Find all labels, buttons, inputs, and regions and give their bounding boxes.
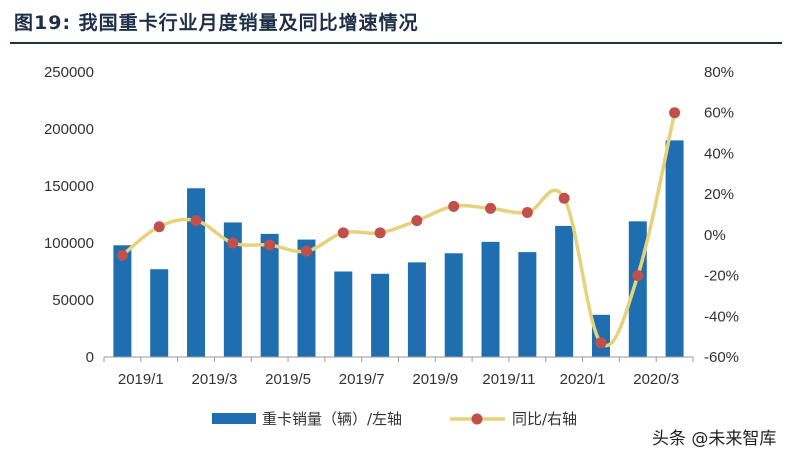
left-tick-label: 250000 (44, 64, 94, 81)
yoy-markers (116, 107, 681, 349)
bar (334, 271, 353, 357)
legend-line-label: 同比/右轴 (512, 410, 577, 428)
yoy-point (227, 237, 239, 249)
bar (187, 188, 206, 357)
yoy-point (153, 221, 165, 233)
bar (260, 233, 279, 357)
bar (591, 314, 610, 357)
right-tick-label: -40% (704, 308, 739, 325)
right-tick-label: 80% (704, 64, 734, 81)
yoy-point (300, 245, 312, 257)
bar (150, 269, 169, 357)
left-tick-label: 50000 (52, 292, 94, 309)
left-tick-label: 0 (86, 349, 94, 366)
left-tick-label: 200000 (44, 121, 94, 138)
left-axis-ticks: 0 50000 100000 150000 200000 250000 (44, 64, 94, 366)
x-tick-label: 2019/3 (191, 371, 237, 388)
bar (444, 253, 463, 357)
right-tick-label: -60% (704, 349, 739, 366)
right-tick-label: 20% (704, 186, 734, 203)
legend-marker-swatch (471, 413, 483, 425)
right-tick-label: 60% (704, 105, 734, 122)
yoy-point (411, 215, 423, 227)
watermark: 头条 @未来智库 (652, 429, 777, 449)
legend-bar-swatch (212, 413, 256, 424)
yoy-point (521, 206, 533, 218)
yoy-point (337, 227, 349, 239)
legend: 重卡销量（辆）/左轴 同比/右轴 (212, 410, 577, 428)
x-tick-label: 2019/7 (339, 371, 385, 388)
yoy-line (121, 112, 677, 348)
bar-series (113, 140, 684, 357)
bar (518, 252, 537, 357)
yoy-point (632, 270, 644, 282)
yoy-point (595, 337, 607, 349)
left-tick-label: 150000 (44, 178, 94, 195)
yoy-point (448, 200, 460, 212)
yoy-point (669, 107, 681, 119)
yoy-point (190, 215, 202, 227)
bar (371, 273, 390, 357)
bar (297, 239, 316, 357)
x-tick-label: 2019/1 (118, 371, 164, 388)
x-axis-ticks: 2019/1 2019/3 2019/5 2019/7 2019/9 2019/11 202… (103, 357, 694, 388)
x-tick-label: 2019/11 (482, 371, 535, 388)
yoy-point (374, 227, 386, 239)
yoy-point (558, 192, 570, 204)
left-tick-label: 100000 (44, 235, 94, 252)
right-tick-label: 0% (704, 227, 726, 244)
yoy-point (485, 202, 497, 214)
bar (665, 140, 684, 357)
bar (223, 222, 242, 357)
x-tick-label: 2020/1 (560, 371, 606, 388)
yoy-point (116, 249, 128, 261)
bar (628, 221, 647, 357)
right-tick-label: -20% (704, 268, 739, 285)
bar (555, 225, 574, 357)
chart-title: 图19: 我国重卡行业月度销量及同比增速情况 (14, 12, 419, 34)
legend-bar-label: 重卡销量（辆）/左轴 (262, 410, 402, 428)
bar (407, 262, 426, 357)
bar (113, 245, 132, 357)
yoy-point (264, 239, 276, 251)
title-divider (10, 42, 782, 44)
right-tick-label: 40% (704, 145, 734, 162)
right-axis-ticks: -60% -40% -20% 0% 20% 40% 60% 80% (704, 64, 739, 366)
x-tick-label: 2020/3 (633, 371, 679, 388)
bar (481, 241, 500, 357)
x-tick-label: 2019/5 (265, 371, 311, 388)
x-tick-label: 2019/9 (412, 371, 458, 388)
